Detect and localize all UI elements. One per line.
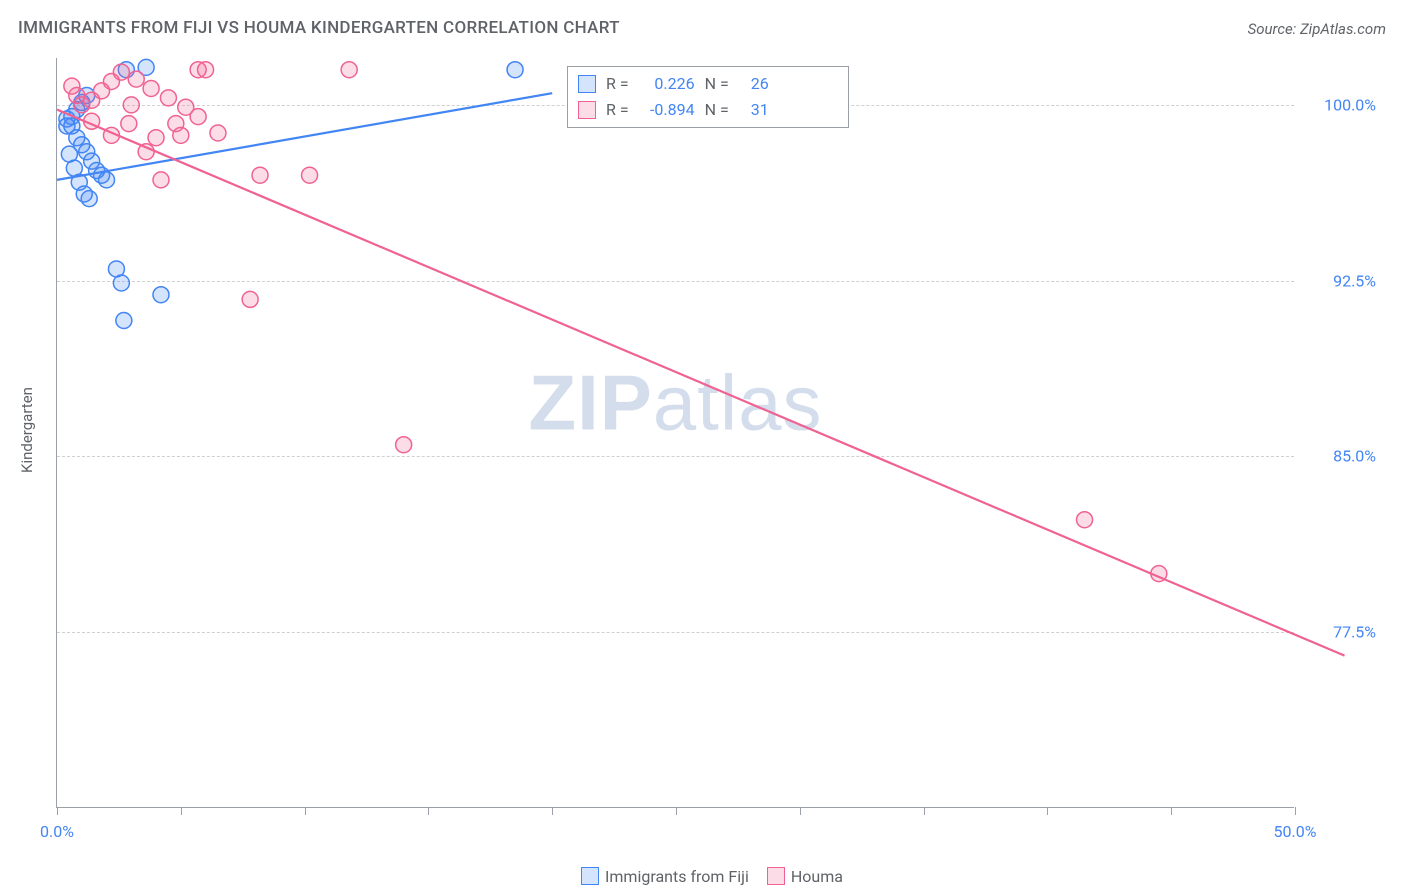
- y-axis-label: Kindergarten: [18, 387, 36, 473]
- x-tick: [800, 807, 801, 815]
- stats-legend-row-houma: R = -0.894 N = 31: [578, 97, 838, 123]
- scatter-point-houma: [148, 130, 164, 146]
- x-tick: [1047, 807, 1048, 815]
- chart-title: IMMIGRANTS FROM FIJI VS HOUMA KINDERGART…: [18, 18, 620, 38]
- stats-legend: R = 0.226 N = 26 R = -0.894 N = 31: [567, 66, 849, 128]
- n-label: N =: [705, 71, 729, 97]
- source-attribution: Source: ZipAtlas.com: [1248, 20, 1386, 38]
- r-label: R =: [606, 71, 629, 97]
- legend-swatch-houma: [578, 101, 596, 119]
- x-tick: [305, 807, 306, 815]
- scatter-point-houma: [113, 64, 129, 80]
- scatter-point-fiji: [113, 275, 129, 291]
- stats-legend-row-fiji: R = 0.226 N = 26: [578, 71, 838, 97]
- n-label: N =: [705, 97, 729, 123]
- scatter-point-houma: [168, 116, 184, 132]
- x-tick: [181, 807, 182, 815]
- scatter-point-fiji: [116, 313, 132, 329]
- scatter-point-houma: [1077, 512, 1093, 528]
- scatter-point-houma: [153, 172, 169, 188]
- y-tick-label: 77.5%: [1306, 623, 1376, 642]
- scatter-point-houma: [396, 437, 412, 453]
- y-tick-label: 92.5%: [1306, 271, 1376, 290]
- r-value: 0.226: [639, 71, 695, 97]
- r-label: R =: [606, 97, 629, 123]
- x-tick: [1295, 807, 1296, 815]
- scatter-point-fiji: [153, 287, 169, 303]
- x-tick-label: 50.0%: [1274, 822, 1317, 841]
- x-tick: [57, 807, 58, 815]
- y-tick-label: 85.0%: [1306, 447, 1376, 466]
- y-tick-label: 100.0%: [1306, 95, 1376, 114]
- r-value: -0.894: [639, 97, 695, 123]
- n-value: 26: [739, 71, 769, 97]
- plot-area: ZIPatlas 77.5%85.0%92.5%100.0% 0.0%50.0%…: [56, 58, 1294, 808]
- bottom-legend-swatch-houma: [767, 867, 785, 885]
- bottom-legend-swatch-fiji: [581, 867, 599, 885]
- x-tick-label: 0.0%: [40, 822, 74, 841]
- scatter-point-fiji: [99, 172, 115, 188]
- scatter-point-houma: [242, 291, 258, 307]
- legend-swatch-fiji: [578, 75, 596, 93]
- scatter-point-houma: [121, 116, 137, 132]
- n-value: 31: [739, 97, 769, 123]
- x-tick: [552, 807, 553, 815]
- chart-svg: [57, 58, 1294, 807]
- bottom-legend-label-fiji: Immigrants from Fiji: [605, 867, 749, 886]
- scatter-point-fiji: [507, 62, 523, 78]
- scatter-point-houma: [143, 80, 159, 96]
- scatter-point-houma: [123, 97, 139, 113]
- scatter-point-houma: [160, 90, 176, 106]
- x-tick: [428, 807, 429, 815]
- x-tick: [924, 807, 925, 815]
- scatter-point-houma: [128, 71, 144, 87]
- scatter-point-houma: [341, 62, 357, 78]
- scatter-point-fiji: [81, 191, 97, 207]
- x-tick: [676, 807, 677, 815]
- x-tick: [1171, 807, 1172, 815]
- regression-line-houma: [57, 110, 1345, 656]
- bottom-legend: Immigrants from Fiji Houma: [0, 867, 1406, 886]
- scatter-point-houma: [252, 167, 268, 183]
- scatter-point-houma: [210, 125, 226, 141]
- bottom-legend-label-houma: Houma: [791, 867, 843, 886]
- scatter-point-houma: [190, 62, 206, 78]
- scatter-point-houma: [190, 109, 206, 125]
- scatter-point-houma: [302, 167, 318, 183]
